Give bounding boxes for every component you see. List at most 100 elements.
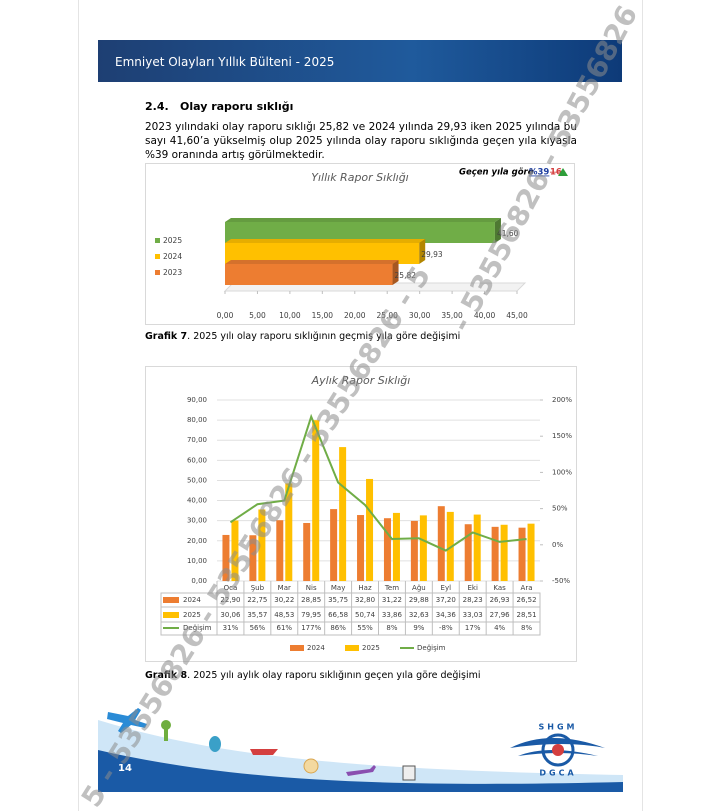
legend-label: 2025 — [362, 644, 380, 652]
legend-label: 2025 — [163, 236, 182, 245]
legend-key — [345, 645, 359, 651]
y-tick-label: 0,00 — [191, 577, 207, 585]
legend-key — [290, 645, 304, 651]
y-tick-label: 60,00 — [187, 456, 207, 464]
table-cell: 30,06 — [220, 611, 241, 619]
y2-tick-label: 200% — [552, 396, 572, 404]
bar — [419, 515, 427, 581]
table-cell: 22,75 — [247, 596, 267, 604]
tower-icon — [164, 725, 168, 741]
table-cell: 35,57 — [247, 611, 267, 619]
helicopter-icon — [250, 749, 278, 755]
table-cell: 22,90 — [220, 596, 240, 604]
table-cell: 35,75 — [328, 596, 348, 604]
bar-top — [225, 260, 399, 264]
footer: 14 SHGM DGCA — [98, 708, 623, 792]
bar — [518, 527, 526, 581]
table-row-label: 2025 — [183, 611, 201, 619]
x-tick-label: Şub — [251, 584, 265, 592]
table-key — [163, 597, 179, 603]
value-label: 29,93 — [421, 250, 443, 259]
legend-label: 2024 — [307, 644, 325, 652]
y2-tick-label: 100% — [552, 468, 572, 476]
caption-label: Grafik 7 — [145, 331, 188, 342]
x-tick-label: Haz — [358, 584, 372, 592]
y-tick-label: 90,00 — [187, 396, 207, 404]
table-cell: 79,95 — [301, 611, 321, 619]
bar — [366, 478, 374, 581]
legend-swatch — [155, 270, 160, 275]
x-tick-label: 20,00 — [344, 311, 366, 320]
table-cell: 32,63 — [409, 611, 429, 619]
bar — [303, 522, 311, 581]
x-tick-label: Tem — [384, 584, 399, 592]
section-number: 2.4. — [145, 100, 169, 113]
logo-bottom: DGCA — [539, 769, 576, 778]
bar — [383, 518, 391, 581]
y2-tick-label: 150% — [552, 432, 572, 440]
table-cell: 33,03 — [463, 611, 483, 619]
x-tick-label: Nis — [306, 584, 317, 592]
bar — [285, 483, 293, 581]
bar — [339, 447, 347, 581]
chart-title: Yıllık Rapor Sıklığı — [311, 171, 409, 184]
y-tick-label: 10,00 — [187, 557, 207, 565]
bar — [258, 509, 266, 581]
header-title: Emniyet Olayları Yıllık Bülteni - 2025 — [115, 55, 335, 69]
table-cell: 34,36 — [436, 611, 457, 619]
table-cell: 8% — [386, 624, 397, 632]
annotation-old: 16 — [550, 168, 562, 178]
chart-annual: Yıllık Rapor Sıklığı Geçen yıla göre%39 16… — [145, 163, 575, 325]
x-tick-label: Eyl — [441, 584, 452, 592]
doc-icon — [402, 765, 416, 781]
y2-tick-label: 0% — [552, 541, 563, 549]
x-tick-label: Eki — [467, 584, 477, 592]
table-row-label: 2024 — [183, 596, 201, 604]
bar — [357, 515, 365, 581]
annotation: Geçen yıla göre — [459, 168, 534, 178]
header-band — [98, 40, 622, 82]
legend-label: 2024 — [163, 252, 182, 261]
x-tick-label: 15,00 — [312, 311, 334, 320]
table-cell: 56% — [250, 624, 266, 632]
logo-ring — [541, 733, 575, 767]
table-cell: 28,23 — [463, 596, 483, 604]
table-cell: 33,86 — [382, 611, 403, 619]
chart-title: Aylık Rapor Sıklığı — [311, 374, 411, 387]
caption: Grafik 7. 2025 yılı olay raporu sıklığın… — [145, 331, 460, 342]
table-frame — [160, 592, 541, 636]
bar-side — [392, 260, 399, 285]
table-cell: 26,52 — [517, 596, 537, 604]
caption-text: . 2025 yılı olay raporu sıklığının geçmi… — [187, 331, 461, 342]
legend-label: 2023 — [163, 268, 182, 277]
table-cell: 9% — [413, 624, 424, 632]
bar — [410, 520, 418, 581]
table-cell: 61% — [277, 624, 293, 632]
logo-center — [552, 744, 564, 756]
table-cell: 66,58 — [328, 611, 348, 619]
table-cell: 37,20 — [436, 596, 456, 604]
x-tick-label: 40,00 — [474, 311, 496, 320]
bar — [222, 534, 230, 581]
balloon-icon — [209, 736, 221, 752]
bar — [437, 506, 445, 581]
bar — [500, 524, 508, 581]
x-tick-label: Ara — [521, 584, 533, 592]
caption-label: Grafik 8 — [145, 670, 188, 681]
table-cell: 55% — [357, 624, 373, 632]
bar-side — [419, 239, 426, 264]
bar — [527, 523, 535, 581]
plane-icon — [346, 765, 376, 776]
x-tick-label: Ağu — [412, 584, 426, 592]
bar — [225, 243, 420, 264]
y-tick-label: 40,00 — [187, 497, 207, 505]
table-cell: 17% — [465, 624, 481, 632]
bar — [392, 512, 400, 581]
bar — [491, 526, 499, 581]
legend-swatch — [155, 254, 160, 259]
x-tick-label: Kas — [493, 584, 506, 592]
page-number: 14 — [118, 763, 132, 774]
bar-top — [225, 218, 501, 222]
value-label: 25,82 — [395, 271, 417, 280]
